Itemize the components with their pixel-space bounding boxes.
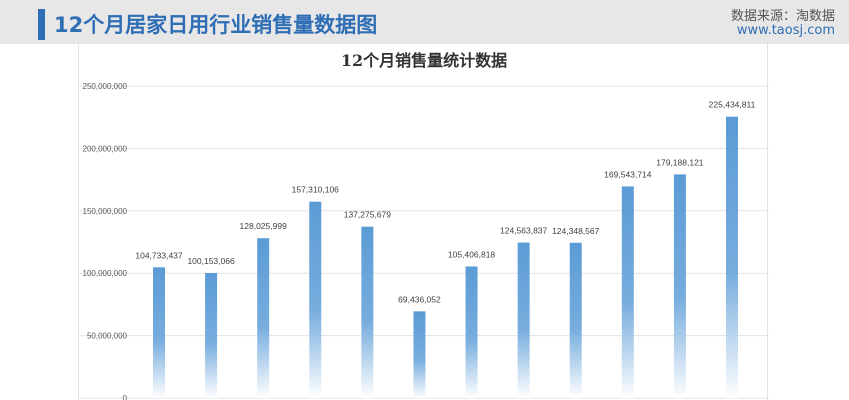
bar-value-label: 104,733,437 xyxy=(135,250,183,260)
bar xyxy=(309,201,322,398)
gridlines xyxy=(79,85,769,399)
bar-chart: 12个月销售量统计数据 0 50,000,000 100,000,000 150,00… xyxy=(79,51,769,400)
bar-value-label: 128,025,999 xyxy=(240,221,288,231)
bar-value-label: 100,153,066 xyxy=(187,256,235,266)
y-tick-label: 200,000,000 xyxy=(83,144,128,153)
bar-value-label: 124,563,837 xyxy=(500,226,548,236)
bar xyxy=(465,266,478,398)
bar xyxy=(726,116,738,399)
bars xyxy=(153,116,738,399)
bar-value-label: 157,310,106 xyxy=(292,185,340,195)
bar xyxy=(413,311,426,398)
page-title: 12个月居家日用行业销售量数据图 xyxy=(54,13,378,37)
y-tick-label: 150,000,000 xyxy=(83,207,128,216)
bar-value-label: 137,275,679 xyxy=(344,210,392,220)
data-source-label: 数据来源：淘数据 xyxy=(730,9,835,24)
header-accent-bar xyxy=(38,9,45,40)
value-labels: 104,733,437 100,153,066 128,025,999 157,310… xyxy=(135,100,755,305)
bar-value-label: 69,436,052 xyxy=(398,294,441,304)
bar xyxy=(361,226,374,398)
header-bar: 12个月居家日用行业销售量数据图 数据来源：淘数据 www.taosj.com xyxy=(0,0,849,44)
chart-title: 12个月销售量统计数据 xyxy=(341,51,507,70)
y-tick-label: 0 xyxy=(123,394,128,400)
bar xyxy=(205,273,218,398)
bar-value-label: 225,434,811 xyxy=(709,100,756,110)
bar-value-label: 105,406,818 xyxy=(448,249,496,259)
bar-value-label: 124,348,567 xyxy=(552,226,600,236)
y-tick-label: 250,000,000 xyxy=(83,82,128,91)
data-source-url[interactable]: www.taosj.com xyxy=(736,23,835,38)
bar-value-label: 179,188,121 xyxy=(656,157,704,167)
y-tick-label: 50,000,000 xyxy=(87,332,128,341)
bar xyxy=(673,174,686,398)
bar xyxy=(153,267,165,398)
bar xyxy=(621,186,634,398)
bar xyxy=(517,242,530,398)
bar xyxy=(569,242,582,398)
y-tick-label: 100,000,000 xyxy=(83,269,128,278)
chart-area: 12个月销售量统计数据 0 50,000,000 100,000,000 150,00… xyxy=(78,44,769,400)
bar xyxy=(257,238,270,398)
bar-value-label: 169,543,714 xyxy=(604,169,652,179)
y-axis-ticks: 0 50,000,000 100,000,000 150,000,000 200,000… xyxy=(83,82,128,400)
